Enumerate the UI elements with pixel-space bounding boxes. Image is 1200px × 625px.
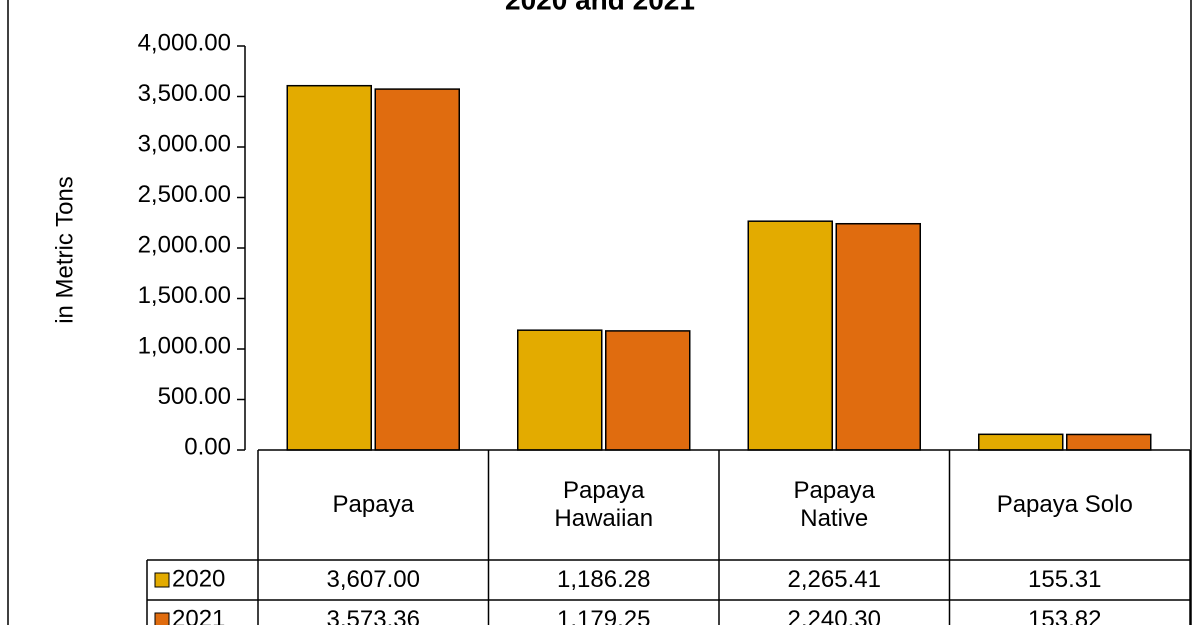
table-value-text: 155.31 bbox=[1028, 566, 1102, 593]
bar bbox=[605, 330, 691, 451]
table-value: 1,186.28 bbox=[489, 560, 720, 600]
table-value: 1,179.25 bbox=[489, 600, 720, 625]
bar bbox=[374, 88, 460, 451]
bar bbox=[747, 220, 833, 451]
category-label-text: Papaya bbox=[332, 491, 414, 518]
category-label: Papaya Native bbox=[719, 450, 950, 560]
table-value-text: 2,240.30 bbox=[787, 606, 881, 625]
category-label: Papaya bbox=[258, 450, 489, 560]
legend-label: 2020 bbox=[172, 565, 225, 592]
table-value: 155.31 bbox=[950, 560, 1181, 600]
table-value-text: 2,265.41 bbox=[787, 566, 881, 593]
y-tick-label: 4,000.00 bbox=[138, 29, 231, 56]
table-value-text: 3,607.00 bbox=[326, 566, 420, 593]
legend-swatch bbox=[154, 572, 170, 588]
y-tick-label: 1,500.00 bbox=[138, 282, 231, 309]
category-label-text: Papaya Native bbox=[793, 477, 875, 532]
y-axis-label: in Metric Tons bbox=[51, 176, 78, 324]
y-tick-label: 2,000.00 bbox=[138, 231, 231, 258]
category-label: Papaya Hawaiian bbox=[489, 450, 720, 560]
y-tick-label: 500.00 bbox=[158, 383, 231, 410]
bar bbox=[286, 84, 372, 451]
table-value: 2,265.41 bbox=[719, 560, 950, 600]
table-value-text: 1,179.25 bbox=[557, 606, 651, 625]
y-tick-label: 2,500.00 bbox=[138, 181, 231, 208]
legend-label: 2021 bbox=[172, 605, 225, 625]
table-value: 3,607.00 bbox=[258, 560, 489, 600]
table-value: 2,240.30 bbox=[719, 600, 950, 625]
table-value-text: 3,573.36 bbox=[326, 606, 420, 625]
chart-title: 2020 and 2021 bbox=[505, 0, 695, 15]
y-tick-label: 1,000.00 bbox=[138, 332, 231, 359]
y-tick-label: 3,000.00 bbox=[138, 130, 231, 157]
table-value: 153.82 bbox=[950, 600, 1181, 625]
bar bbox=[835, 222, 921, 451]
chart-frame bbox=[7, 0, 1192, 625]
bar bbox=[517, 329, 603, 451]
y-tick-label: 3,500.00 bbox=[138, 80, 231, 107]
table-value-text: 153.82 bbox=[1028, 606, 1102, 625]
table-value-text: 1,186.28 bbox=[557, 566, 651, 593]
category-label-text: Papaya Solo bbox=[996, 491, 1133, 518]
bar bbox=[1066, 433, 1152, 451]
bar bbox=[978, 433, 1064, 451]
category-label: Papaya Solo bbox=[950, 450, 1181, 560]
legend-swatch bbox=[154, 612, 170, 625]
y-tick-label: 0.00 bbox=[184, 433, 231, 460]
table-value: 3,573.36 bbox=[258, 600, 489, 625]
category-label-text: Papaya Hawaiian bbox=[554, 477, 654, 532]
